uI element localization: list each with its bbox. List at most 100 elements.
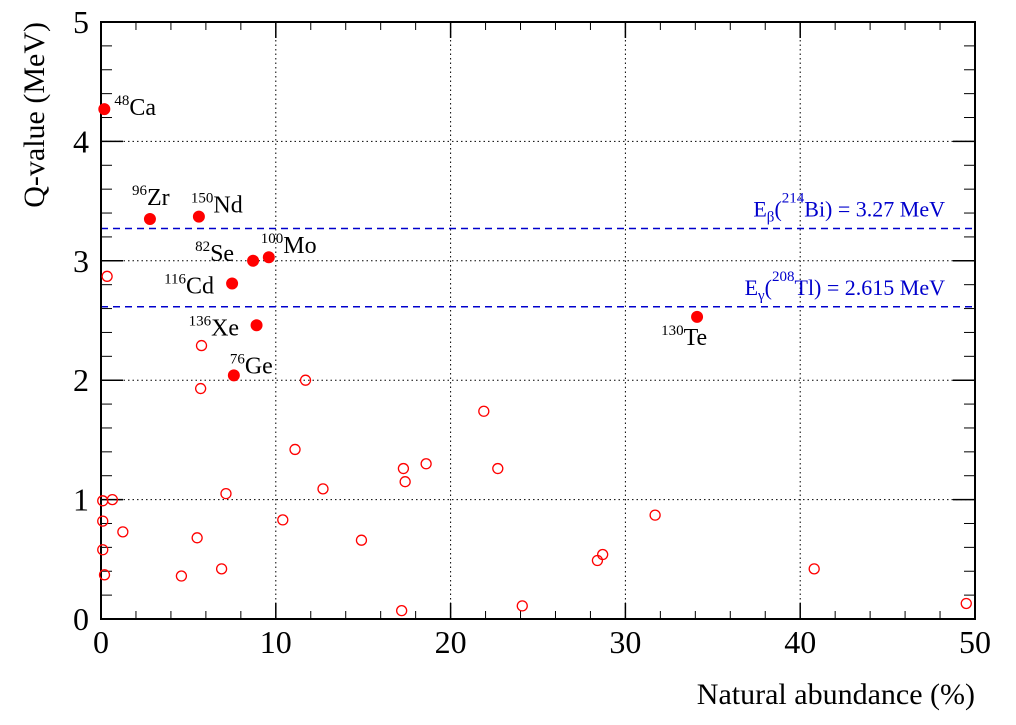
isotope-mass-number: 82 (195, 239, 210, 255)
open-data-point (396, 604, 408, 617)
isotope-point-ca (98, 103, 111, 116)
y-axis-title: Q-value (MeV) (18, 22, 51, 208)
open-data-point (195, 339, 208, 352)
open-data-point (175, 570, 188, 582)
isotope-mass-number: 136 (189, 313, 212, 329)
isotope-element: Nd (213, 193, 242, 219)
reference-lines (101, 227, 975, 308)
open-data-point (194, 382, 207, 395)
open-data-point (492, 462, 504, 475)
x-tick-label: 50 (959, 624, 991, 660)
x-tick-label: 0 (93, 624, 109, 660)
isotope-point-ge (227, 369, 240, 382)
x-tick-label: 10 (260, 624, 292, 660)
reference-label-part: E (753, 197, 766, 222)
isotope-point-nd (192, 210, 205, 223)
open-data-point (299, 374, 312, 386)
reference-label-part: β (767, 210, 775, 226)
isotope-element: Se (210, 241, 234, 267)
isotope-element: Te (684, 325, 708, 351)
labeled-points (98, 103, 704, 382)
open-data-point (960, 597, 972, 610)
x-tick-label: 20 (435, 624, 467, 660)
isotope-label-cd: 116Cd (164, 271, 214, 299)
x-axis-title: Natural abundance (%) (697, 678, 975, 711)
open-data-point (289, 443, 301, 456)
isotope-mass-number: 116 (164, 271, 186, 287)
open-data-point (215, 563, 228, 575)
isotope-element: Cd (186, 273, 214, 299)
open-data-point (478, 405, 490, 417)
open-data-point (191, 532, 203, 544)
open-data-point (420, 458, 432, 470)
reference-label-part: E (745, 275, 758, 300)
open-data-point (117, 526, 129, 538)
isotope-label-ge: 76Ge (230, 351, 273, 379)
open-data-point (220, 487, 232, 500)
open-data-point (97, 495, 109, 507)
open-data-point (106, 493, 119, 506)
isotope-label-ca: 48Ca (114, 93, 156, 121)
open-data-point (808, 563, 820, 575)
reference-label-part: 208 (772, 269, 795, 285)
open-data-point (399, 476, 411, 488)
tick-labels: 0 10 20 30 40 50 0 1 2 3 4 5 (73, 4, 991, 660)
open-data-point (101, 270, 113, 282)
open-data-point (597, 548, 609, 561)
reference-label-part: Bi) = 3.27 MeV (804, 197, 945, 222)
reference-line-label: Eγ(208Tl) = 2.615 MeV (745, 269, 946, 304)
reference-label-part: γ (757, 288, 765, 304)
y-tick-label: 1 (73, 482, 89, 518)
isotope-element: Mo (283, 233, 316, 259)
reference-label-part: ( (765, 275, 772, 300)
open-data-point (355, 534, 368, 546)
isotope-point-te (691, 310, 704, 323)
isotope-element: Ge (245, 353, 273, 379)
isotope-element: Xe (211, 315, 239, 341)
plot-frame (100, 21, 976, 620)
y-tick-label: 2 (73, 362, 89, 398)
isotope-point-mo (262, 251, 275, 264)
open-data-point (591, 554, 604, 567)
open-points (97, 270, 972, 617)
open-data-point (397, 462, 410, 475)
open-data-point (516, 600, 528, 612)
isotope-element: Ca (129, 95, 156, 121)
y-tick-label: 0 (73, 601, 89, 637)
isotope-mass-number: 48 (114, 93, 129, 109)
open-data-point (277, 514, 289, 526)
isotope-mass-number: 100 (261, 231, 284, 247)
y-tick-label: 4 (73, 123, 89, 159)
isotope-mass-number: 96 (132, 183, 148, 199)
isotope-labels: 48Ca 96Zr 150Nd 82Se 100Mo 116Cd 136Xe 76Ge 130T… (114, 93, 707, 379)
reference-label-part: ( (774, 197, 781, 222)
reference-label-part: 214 (782, 191, 805, 207)
isotope-label-se: 82Se (195, 239, 234, 267)
isotope-mass-number: 76 (230, 351, 246, 367)
isotope-label-mo: 100Mo (261, 231, 317, 259)
isotope-label-te: 130Te (661, 323, 707, 351)
isotope-point-xe (250, 319, 263, 332)
isotope-mass-number: 150 (191, 191, 214, 207)
isotope-label-nd: 150Nd (191, 191, 243, 219)
x-tick-label: 40 (784, 624, 816, 660)
reference-line-label: Eβ(214Bi) = 3.27 MeV (753, 191, 945, 226)
y-tick-label: 5 (73, 4, 89, 40)
open-data-point (649, 509, 661, 521)
open-data-point (97, 515, 109, 527)
grid-lines (101, 22, 975, 619)
open-data-point (317, 483, 329, 495)
isotope-point-cd (226, 277, 239, 290)
y-tick-label: 3 (73, 243, 89, 279)
open-data-point (98, 569, 111, 581)
x-tick-label: 30 (609, 624, 641, 660)
isotope-element: Zr (147, 185, 170, 211)
axis-ticks (100, 21, 976, 620)
isotope-label-zr: 96Zr (132, 183, 170, 211)
reference-label-part: Tl) = 2.615 MeV (795, 275, 946, 300)
isotope-point-zr (143, 213, 156, 226)
isotope-mass-number: 130 (661, 323, 684, 339)
isotope-label-xe: 136Xe (189, 313, 239, 341)
